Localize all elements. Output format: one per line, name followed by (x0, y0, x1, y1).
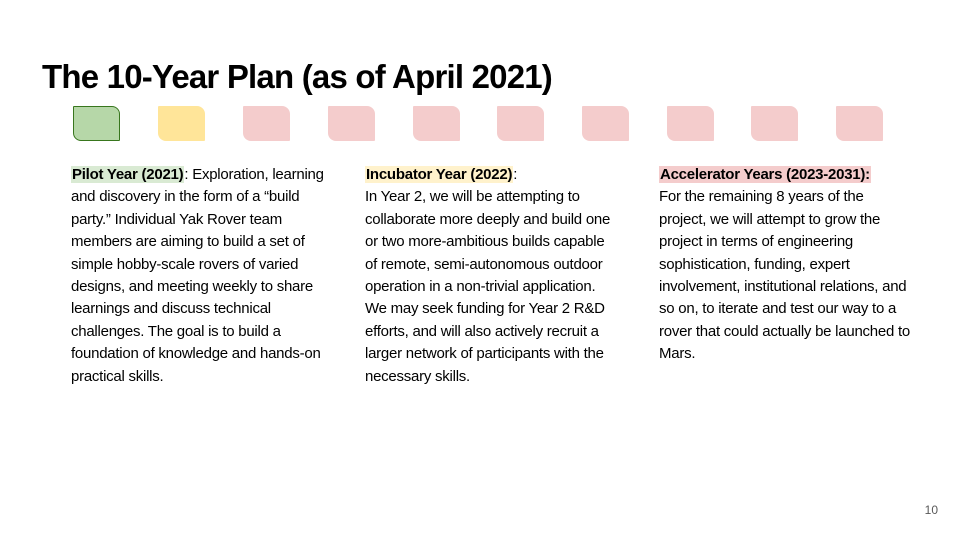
year-box-4 (328, 106, 375, 141)
year-box-6 (497, 106, 544, 141)
incubator-year-text: Incubator Year (2022): In Year 2, we will… (365, 164, 615, 388)
incubator-year-heading: Incubator Year (2022) (365, 166, 514, 183)
pilot-year-body: Exploration, learning and discovery in t… (71, 166, 324, 385)
accelerator-years-text: Accelerator Years (2023-2031): For the re… (659, 164, 914, 366)
slide-title: The 10-Year Plan (as of April 2021) (42, 58, 553, 95)
year-box-5 (413, 106, 460, 141)
pilot-year-column: Pilot Year (2021): Exploration, learning… (71, 164, 326, 388)
page-number: 10 (924, 503, 938, 517)
year-box-10 (836, 106, 883, 141)
year-box-2 (158, 106, 205, 141)
accelerator-years-body: For the remaining 8 years of the project… (659, 188, 910, 363)
accelerator-years-column: Accelerator Years (2023-2031): For the re… (659, 164, 914, 366)
incubator-year-body: In Year 2, we will be attempting to coll… (365, 188, 611, 385)
pilot-year-heading: Pilot Year (2021) (71, 166, 185, 183)
pilot-year-colon: : (184, 166, 189, 183)
pilot-year-text: Pilot Year (2021): Exploration, learning… (71, 164, 326, 388)
accelerator-years-heading: Accelerator Years (2023-2031): (659, 166, 871, 183)
incubator-year-colon: : (513, 166, 518, 183)
year-box-9 (751, 106, 798, 141)
year-box-1 (73, 106, 120, 141)
year-box-7 (582, 106, 629, 141)
incubator-year-column: Incubator Year (2022): In Year 2, we will… (365, 164, 615, 388)
year-box-8 (667, 106, 714, 141)
year-box-3 (243, 106, 290, 141)
